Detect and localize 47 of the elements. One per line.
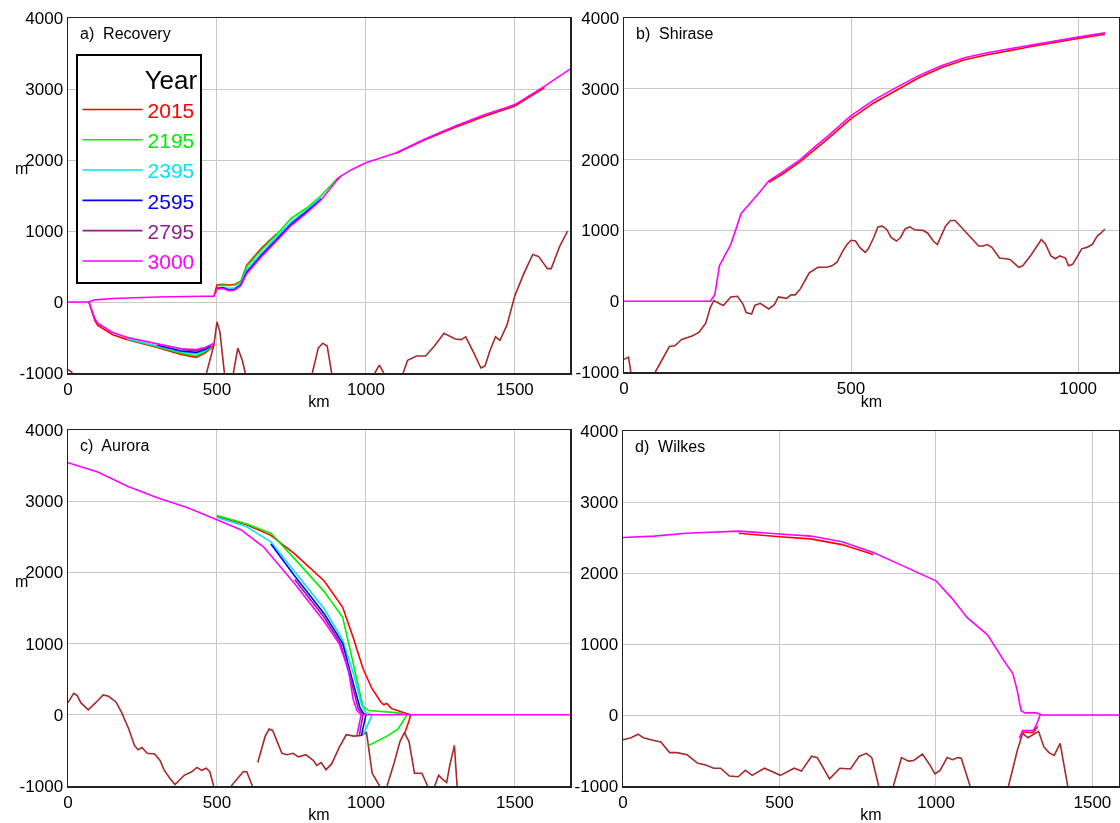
y-tick-label: 0	[608, 705, 619, 725]
y-tick-label: -1000	[19, 363, 64, 383]
y-tick-label: -1000	[19, 776, 64, 796]
x-tick-label: 1500	[1073, 792, 1112, 812]
x-tick-label: 500	[202, 792, 232, 812]
text: a) Recovery	[80, 25, 171, 42]
y-tick-label: -1000	[574, 776, 619, 796]
y-tick-label: 0	[53, 705, 64, 725]
x-axis-title: km	[308, 393, 330, 410]
y-tick-label: -1000	[575, 362, 620, 382]
y-tick-label: 4000	[25, 8, 64, 28]
text: d) Wilkes	[635, 438, 706, 455]
x-tick-label: 1500	[495, 792, 534, 812]
legend-label: 2395	[147, 159, 195, 183]
y-tick-label: 3000	[25, 492, 64, 512]
x-tick-label: 1000	[1059, 378, 1098, 398]
x-tick-label: 500	[765, 792, 794, 812]
legend-title: Year	[144, 65, 198, 96]
legend-label: 2795	[147, 219, 195, 243]
x-tick-label: 1500	[495, 379, 534, 399]
legend-label: 2195	[147, 128, 195, 152]
legend-label: 2595	[147, 189, 195, 213]
x-axis-title: km	[860, 806, 882, 823]
legend-label: 2015	[147, 98, 195, 122]
text: c) Aurora	[80, 437, 150, 454]
y-tick-label: 2000	[580, 563, 619, 583]
chart-title: b) Shirase	[636, 25, 714, 42]
y-tick-label: 1000	[25, 634, 64, 654]
y-tick-label: 4000	[581, 8, 620, 28]
y-tick-label: 1000	[25, 221, 64, 241]
y-tick-label: 3000	[581, 79, 620, 99]
y-tick-label: 2000	[581, 150, 620, 170]
y-tick-label: 3000	[580, 492, 619, 512]
y-tick-label: 1000	[581, 221, 620, 241]
y-tick-label: 1000	[580, 634, 619, 654]
y-tick-label: 3000	[25, 79, 64, 99]
x-tick-label: 1000	[347, 379, 385, 399]
y-tick-label: 4000	[25, 420, 64, 440]
y-tick-label: 0	[609, 292, 620, 312]
x-tick-label: 1000	[347, 792, 385, 812]
legend-label: 3000	[147, 250, 195, 274]
x-tick-label: 500	[202, 379, 232, 399]
y-tick-label: 4000	[580, 421, 619, 441]
x-axis-title: km	[308, 806, 330, 823]
x-tick-label: 1000	[917, 792, 955, 812]
y-tick-label: 0	[53, 292, 64, 312]
x-axis-title: km	[860, 393, 883, 410]
